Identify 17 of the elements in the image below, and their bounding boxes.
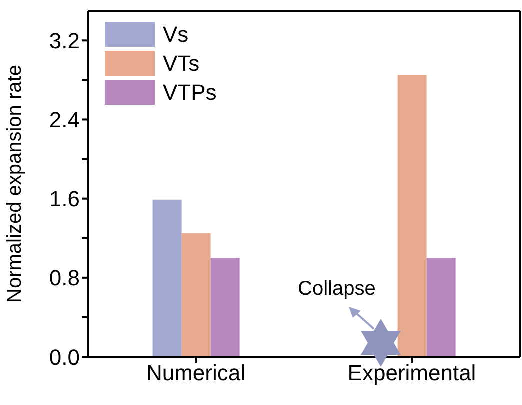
y-axis-title: Normalized expansion rate <box>4 65 26 303</box>
bar <box>398 75 427 357</box>
bar <box>182 233 211 357</box>
bar <box>426 258 456 357</box>
y-tick-label: 0.0 <box>49 344 80 370</box>
annotation: Collapse <box>298 278 376 301</box>
y-tick-label: 1.6 <box>49 186 80 212</box>
legend-label: VTPs <box>163 80 217 106</box>
y-tick-label: 2.4 <box>49 108 80 133</box>
y-tick-label: 0.8 <box>49 266 80 291</box>
x-tick-label: Numerical <box>146 360 246 386</box>
bar <box>210 258 240 357</box>
x-tick-label: Experimental <box>348 360 476 386</box>
legend-label: Vs <box>163 22 189 48</box>
legend-label: VTs <box>163 50 200 76</box>
bar <box>152 200 182 357</box>
y-tick-label: 3.2 <box>49 28 80 54</box>
